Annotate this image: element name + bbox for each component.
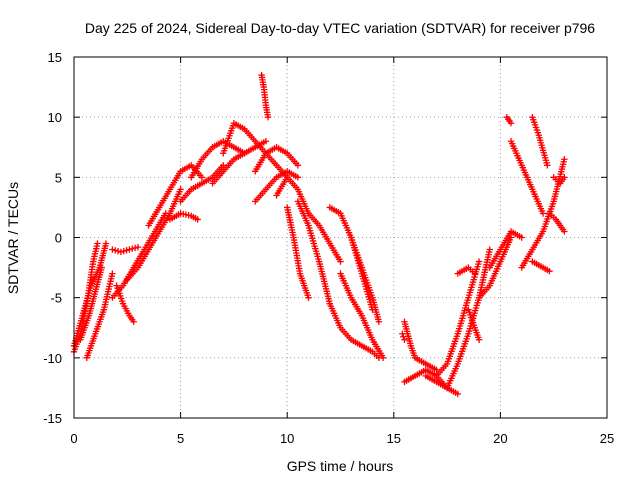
series-arc-37 (507, 138, 547, 217)
series-arc-17 (252, 168, 302, 205)
series-arc-25 (326, 300, 383, 362)
series-arc-16 (252, 144, 302, 175)
data-point-marker (130, 318, 137, 325)
data-point-marker (475, 336, 483, 343)
y-tick-label: 15 (48, 50, 62, 65)
series-arc-6 (109, 243, 142, 256)
data-point-marker (471, 270, 479, 277)
series-arc-39 (529, 113, 551, 169)
series-arc-14 (220, 119, 291, 181)
series-arc-32 (454, 264, 479, 277)
series-arc-8 (124, 186, 184, 283)
data-point-marker (131, 244, 139, 252)
data-point-marker (109, 270, 116, 277)
x-tick-label: 15 (387, 431, 401, 446)
data-point-marker (561, 228, 568, 235)
data-point-marker (126, 246, 133, 253)
y-tick-label: 0 (55, 231, 62, 246)
data-point-marker (475, 258, 483, 265)
data-point-marker (194, 216, 201, 223)
data-point-marker (561, 174, 568, 181)
data-point-marker (129, 245, 136, 252)
data-point-marker (539, 210, 547, 217)
data-point-marker (518, 234, 525, 241)
data-point-marker (305, 294, 312, 301)
data-point-marker (120, 247, 127, 255)
series-arc-20 (294, 198, 334, 307)
data-point-marker (454, 390, 461, 398)
series-arc-3 (83, 270, 116, 362)
data-point-marker (375, 354, 383, 362)
y-tick-label: -5 (50, 291, 62, 306)
series-arc-2 (70, 240, 110, 349)
series-arc-5 (113, 282, 137, 325)
axis-ticks: 0 5 10 15 20 25 -15 -10 -5 0 5 10 15 (43, 50, 614, 446)
data-point-marker (177, 186, 184, 193)
data-point-marker (294, 174, 302, 181)
data-point-marker (112, 247, 119, 254)
x-axis-label: GPS time / hours (287, 458, 394, 474)
y-tick-label: 5 (55, 170, 62, 185)
data-point-marker (401, 336, 408, 343)
data-series (70, 71, 568, 398)
data-point-marker (337, 258, 344, 265)
y-tick-label: -15 (43, 411, 62, 426)
data-point-marker (109, 246, 116, 253)
data-point-marker (264, 113, 272, 121)
data-point-marker (507, 119, 515, 127)
series-arc-24 (347, 234, 383, 325)
series-arc-42 (546, 210, 568, 235)
series-arc-34 (475, 234, 515, 301)
grid-lines (74, 57, 607, 418)
data-point-marker (294, 162, 302, 169)
series-arc-27 (401, 318, 440, 374)
data-point-marker (546, 267, 553, 275)
series-arc-35 (486, 228, 525, 271)
y-tick-label: -10 (43, 351, 62, 366)
data-point-marker (134, 243, 142, 251)
data-point-marker (114, 247, 122, 255)
data-point-marker (544, 162, 551, 169)
data-point-marker (94, 240, 101, 247)
data-point-marker (117, 248, 125, 256)
x-tick-label: 20 (493, 431, 507, 446)
series-arc-33 (465, 306, 483, 343)
data-point-marker (486, 246, 493, 253)
x-tick-label: 5 (177, 431, 184, 446)
data-point-marker (561, 156, 568, 163)
x-tick-label: 0 (70, 431, 77, 446)
x-tick-label: 10 (280, 431, 294, 446)
data-point-marker (102, 240, 110, 247)
series-arc-11 (177, 162, 227, 205)
data-point-marker (375, 318, 383, 325)
series-arc-10 (166, 210, 201, 223)
chart-title: Day 225 of 2024, Sidereal Day-to-day VTE… (85, 20, 595, 36)
x-tick-label: 25 (600, 431, 614, 446)
series-arc-30 (433, 258, 483, 380)
series-arc-15 (258, 71, 272, 121)
series-arc-12 (188, 138, 248, 181)
series-arc-41 (550, 174, 568, 187)
series-arc-28 (401, 366, 451, 392)
data-point-marker (262, 138, 270, 145)
y-tick-label: 10 (48, 110, 62, 125)
series-arc-40 (529, 258, 553, 275)
series-arc-21 (305, 210, 344, 265)
data-point-marker (123, 247, 130, 254)
series-arc-19 (284, 204, 312, 301)
series-arc-36 (503, 113, 515, 127)
series-arc-23 (337, 270, 387, 362)
series-arc-4 (77, 264, 105, 343)
data-point-marker (198, 174, 206, 181)
y-axis-label: SDTVAR / TECUs (5, 182, 21, 294)
data-point-marker (98, 264, 105, 271)
